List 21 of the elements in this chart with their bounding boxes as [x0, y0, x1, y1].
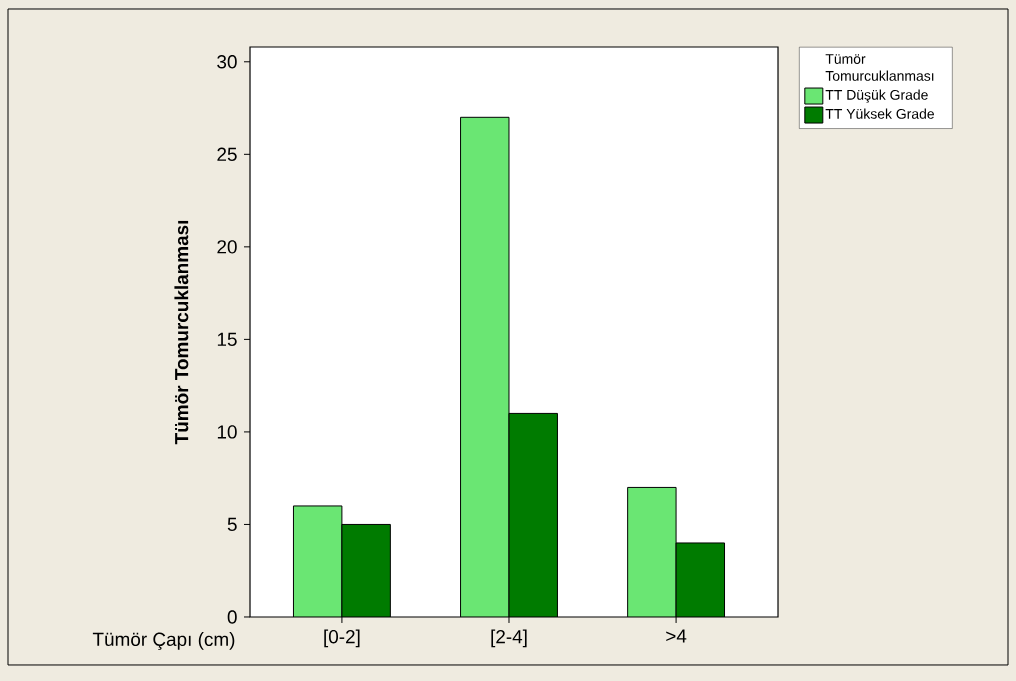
x-tick-label: >4: [666, 629, 687, 643]
y-tick-label: 15: [217, 332, 237, 346]
bar: [341, 523, 391, 617]
bar: [675, 542, 726, 617]
y-tick-label: 30: [217, 55, 237, 69]
x-tick-label: [0-2]: [324, 629, 360, 648]
bar: [460, 116, 510, 617]
bar: [292, 505, 343, 617]
x-tick-label: [2-4]: [491, 629, 527, 648]
y-tick-label: 10: [217, 425, 237, 439]
y-tick-label: 25: [217, 147, 237, 162]
y-tick-label: 0: [227, 610, 237, 624]
legend-label: TT Düşük Grade: [825, 89, 928, 103]
y-tick-label: 20: [217, 240, 237, 254]
y-tick-label: 5: [227, 517, 237, 532]
legend-label: TT Yüksek Grade: [825, 108, 934, 119]
x-axis-title: Tümör Çapı (cm): [92, 632, 235, 650]
bar: [627, 486, 677, 617]
y-axis-title: Tümör Tomurcuklanması: [174, 220, 189, 445]
legend-title: Tümör Tomurcuklanması: [825, 54, 934, 81]
bar: [508, 412, 558, 617]
